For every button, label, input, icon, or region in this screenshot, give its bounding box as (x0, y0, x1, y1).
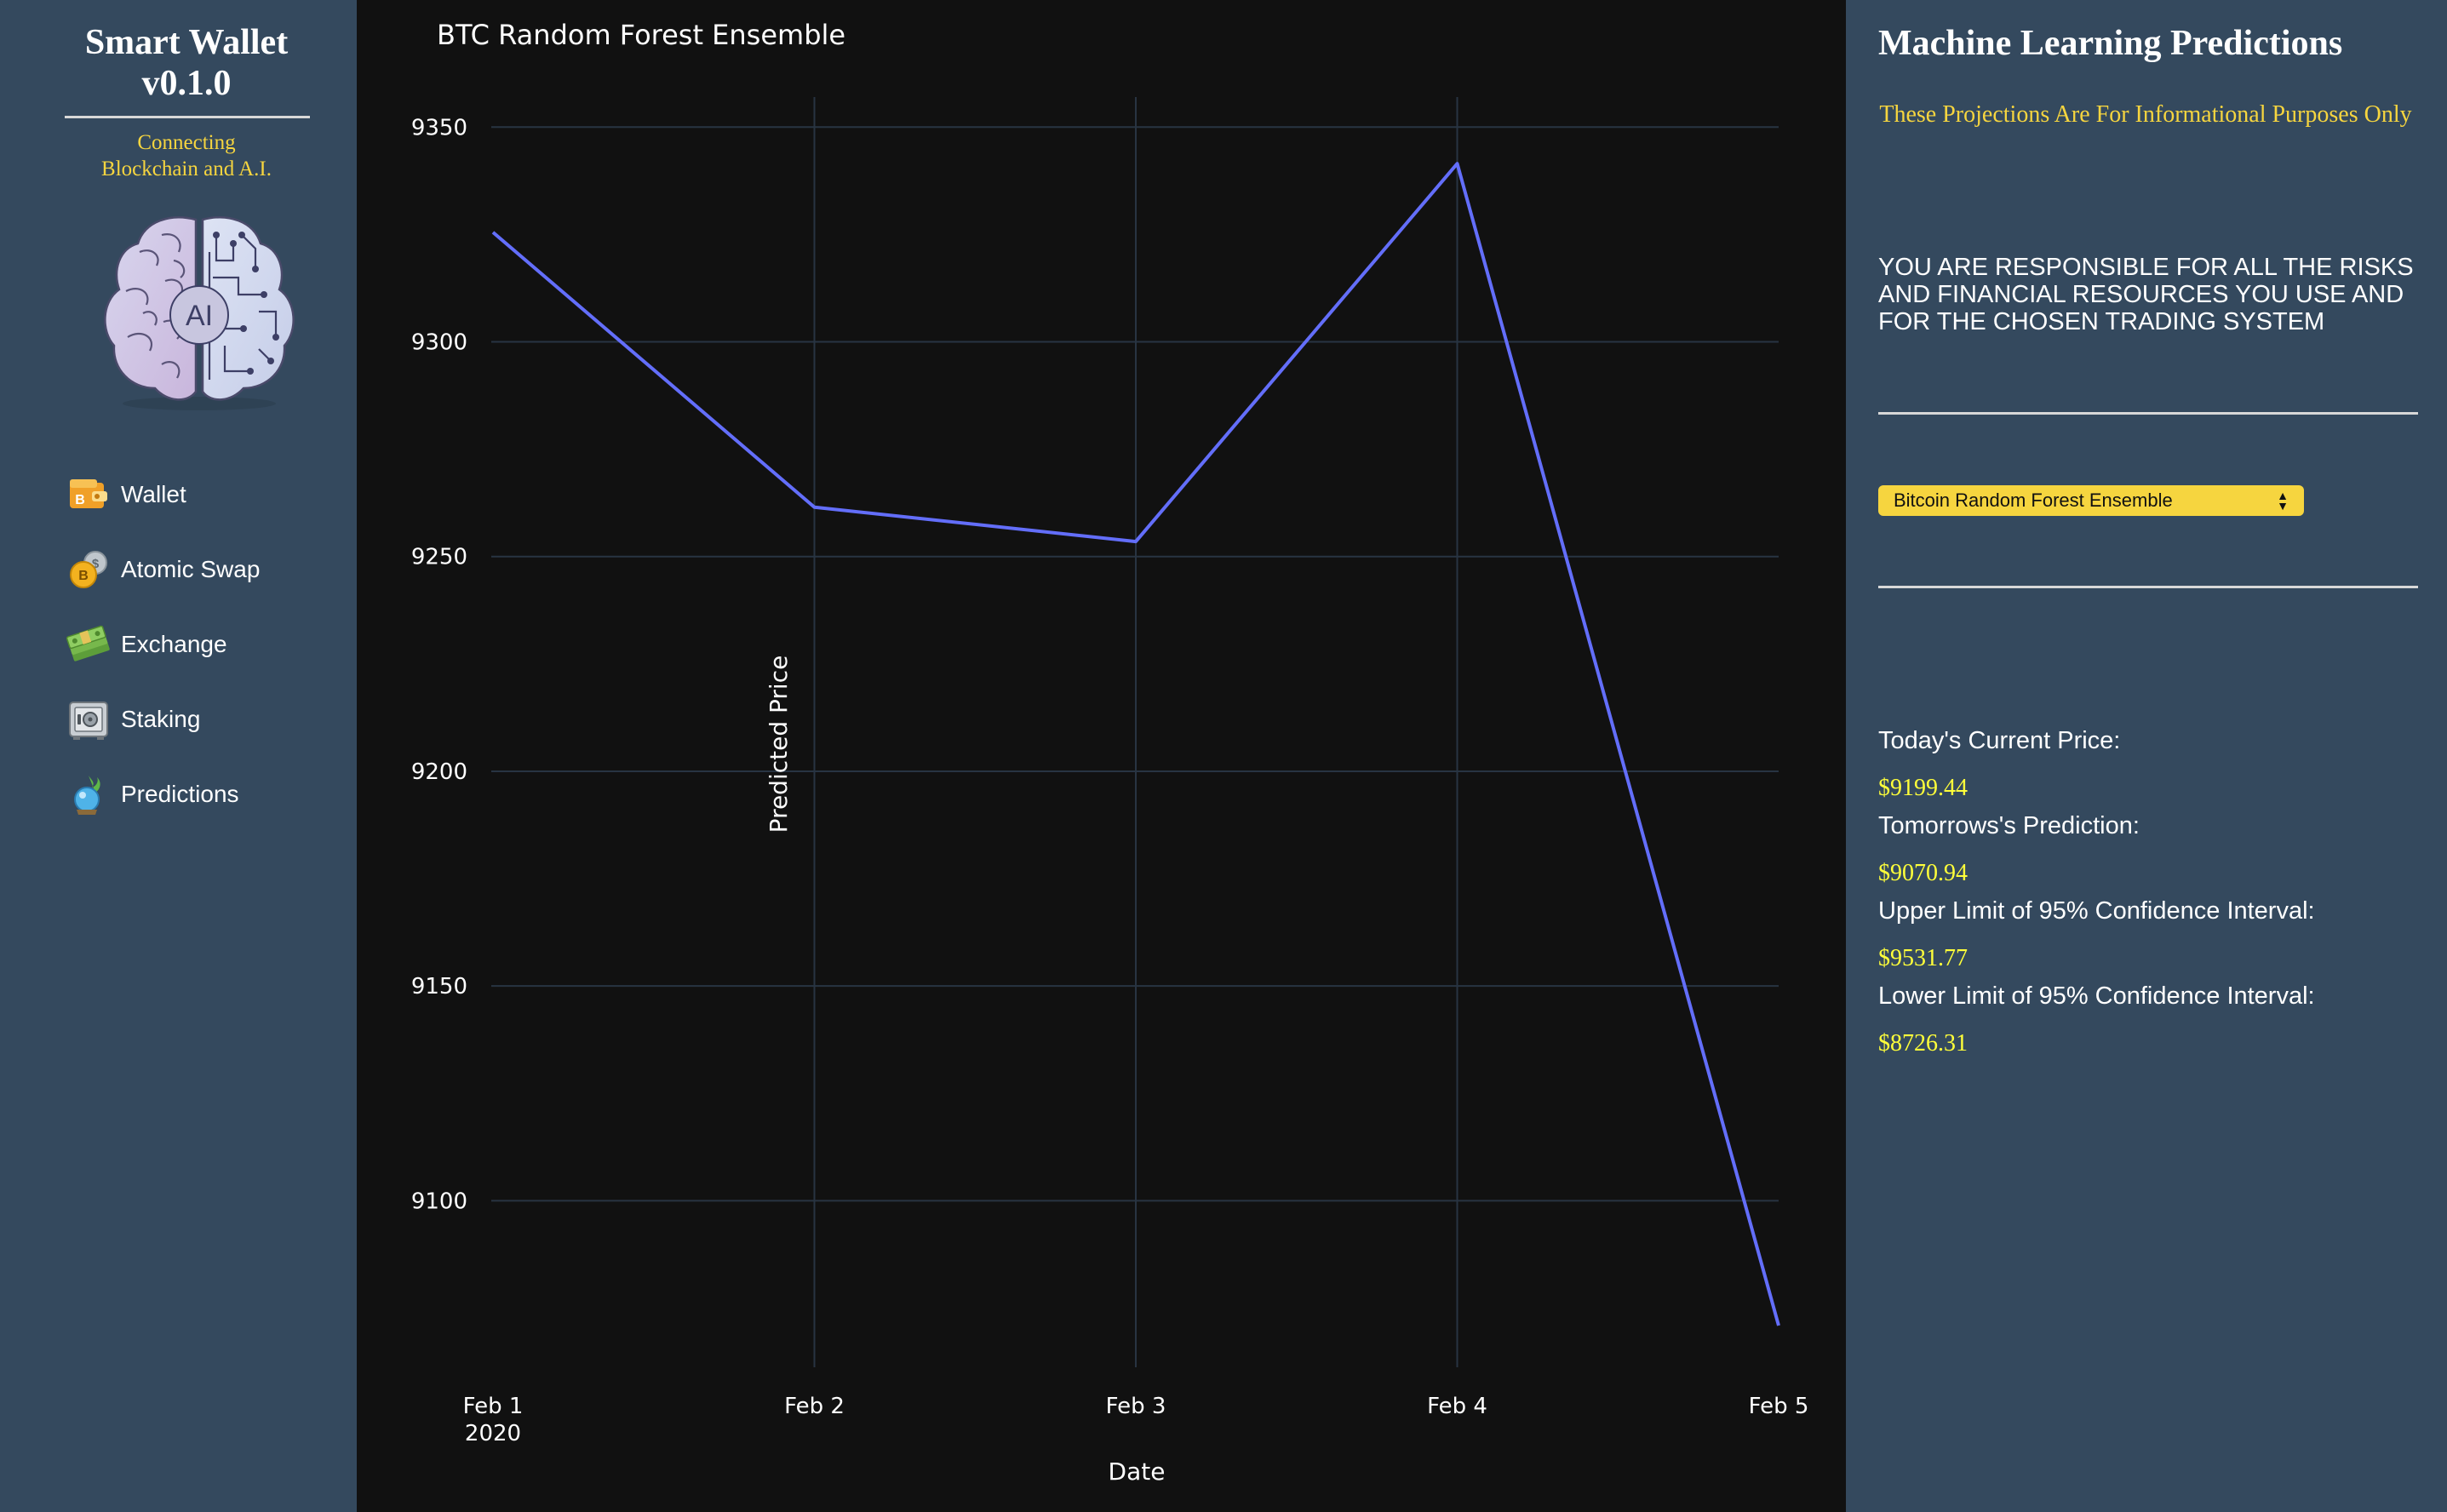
panel-divider-top (1878, 412, 2418, 415)
x-tick-label: Feb 4 (1427, 1394, 1487, 1419)
nav-exchange[interactable]: Exchange (66, 620, 322, 669)
app-version: v0.1.0 (141, 64, 232, 103)
nav-atomic-swap[interactable]: $ B Atomic Swap (66, 545, 322, 594)
svg-text:$: $ (92, 557, 100, 571)
risk-warning: YOU ARE RESPONSIBLE FOR ALL THE RISKS AN… (1878, 254, 2414, 335)
nav-staking[interactable]: Staking (66, 695, 322, 744)
tagline-line2: Blockchain and A.I. (101, 158, 272, 180)
tagline-line1: Connecting (137, 131, 236, 154)
panel-title: Machine Learning Predictions (1878, 24, 2343, 63)
money-stack-icon (66, 625, 110, 662)
prediction-label: Tomorrows's Prediction: (1878, 812, 2140, 839)
nav-wallet-label: Wallet (121, 481, 186, 507)
nav-predictions-label: Predictions (121, 781, 239, 807)
x-tick-label: Feb 2 (784, 1394, 845, 1419)
app-title-line1: Smart Wallet (84, 23, 289, 62)
x-axis-label: Date (1109, 1458, 1166, 1486)
series-layer (491, 162, 1780, 1326)
model-select-value: Bitcoin Random Forest Ensemble (1894, 490, 2173, 511)
sidebar: Smart Wallet v0.1.0 Connecting Blockchai… (0, 0, 357, 1512)
model-select-dropdown[interactable]: Bitcoin Random Forest Ensemble ▲ ▼ (1878, 485, 2304, 516)
lower-limit-value: $8726.31 (1878, 1030, 1968, 1057)
nav-predictions[interactable]: Predictions (66, 770, 322, 819)
grid-lines (491, 97, 1779, 1367)
upper-limit-value: $9531.77 (1878, 945, 1968, 971)
predictions-panel: Machine Learning Predictions These Proje… (1846, 0, 2447, 1512)
series-line[interactable] (491, 162, 1780, 1326)
y-axis-label: Predicted Price (765, 656, 793, 833)
y-tick-label: 9200 (411, 759, 467, 785)
y-axis-ticks: 9100 9150 9200 9250 9300 9350 (411, 115, 467, 1214)
x-tick-label: Feb 3 (1106, 1394, 1166, 1419)
app-title: Smart Wallet v0.1.0 (0, 22, 373, 104)
tagline: Connecting Blockchain and A.I. (0, 129, 373, 182)
logo-ai-text: AI (186, 300, 213, 332)
select-arrows-icon: ▲ ▼ (2277, 489, 2289, 513)
wallet-icon: B (70, 479, 107, 508)
nav-wallet[interactable]: B Wallet (66, 470, 322, 519)
chart-title: BTC Random Forest Ensemble (437, 19, 845, 51)
svg-text:B: B (78, 569, 89, 583)
y-tick-label: 9300 (411, 330, 467, 356)
svg-text:B: B (75, 493, 85, 507)
prediction-chart: BTC Random Forest Ensemble 9100 9150 9200 9… (357, 0, 1846, 1512)
current-price-label: Today's Current Price: (1878, 727, 2121, 754)
line-chart-svg[interactable]: BTC Random Forest Ensemble 9100915092009… (357, 0, 1846, 1512)
x-axis-ticks: Feb 1 Feb 2 Feb 3 Feb 4 Feb 5 2020 (463, 1394, 1809, 1446)
coin-swap-icon: $ B (70, 551, 107, 588)
current-price-value: $9199.44 (1878, 775, 1968, 801)
panel-divider-bottom (1878, 586, 2418, 588)
disclaimer-text: These Projections Are For Informational … (1879, 101, 2412, 128)
x-tick-year-label: 2020 (465, 1421, 521, 1446)
y-tick-label: 9100 (411, 1188, 467, 1214)
y-tick-label: 9350 (411, 115, 467, 140)
safe-icon (69, 702, 108, 740)
y-tick-label: 9250 (411, 545, 467, 570)
title-divider (65, 116, 310, 118)
y-tick-label: 9150 (411, 974, 467, 999)
nav-atomic-swap-label: Atomic Swap (121, 556, 261, 582)
x-tick-label: Feb 1 (463, 1394, 524, 1419)
prediction-value: $9070.94 (1878, 860, 1968, 886)
ai-brain-logo: AI (104, 216, 295, 410)
nav-staking-label: Staking (121, 706, 201, 732)
crystal-ball-icon (74, 776, 100, 815)
lower-limit-label: Lower Limit of 95% Confidence Interval: (1878, 982, 2315, 1010)
x-tick-label: Feb 5 (1749, 1394, 1809, 1419)
nav-exchange-label: Exchange (121, 631, 227, 657)
upper-limit-label: Upper Limit of 95% Confidence Interval: (1878, 897, 2315, 925)
